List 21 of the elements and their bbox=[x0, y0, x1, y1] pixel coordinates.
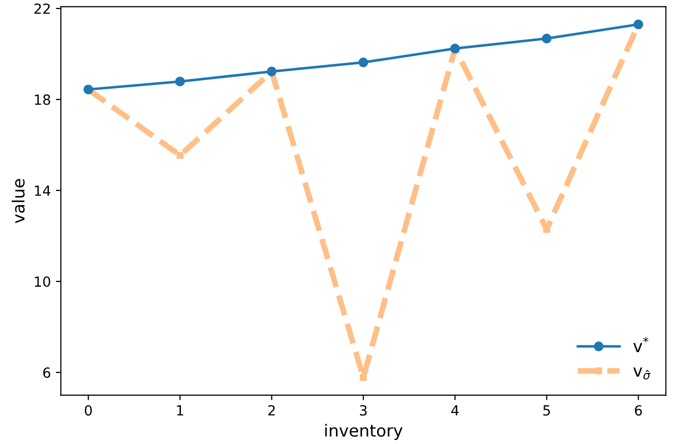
x-axis-title: inventory bbox=[325, 424, 403, 440]
x-tick-label: 2 bbox=[268, 405, 275, 416]
x-tick-label: 1 bbox=[177, 405, 184, 416]
y-tick-label: 18 bbox=[34, 94, 50, 105]
point bbox=[176, 152, 184, 159]
point bbox=[542, 34, 552, 44]
x-tick-label: 5 bbox=[543, 405, 550, 416]
point bbox=[175, 76, 185, 86]
y-tick-label: 6 bbox=[43, 367, 50, 378]
point bbox=[358, 58, 368, 68]
x-tick-label: 3 bbox=[360, 405, 367, 416]
x-tick-label: 0 bbox=[84, 405, 92, 416]
y-axis-title: value bbox=[12, 179, 25, 224]
y-tick-label: 10 bbox=[34, 276, 50, 287]
legend-label: v$_{σ̂}$ bbox=[633, 368, 651, 380]
x-tick-label: 6 bbox=[634, 405, 642, 416]
legend-label: v$^{*}$ bbox=[633, 337, 648, 352]
y-tick-label: 14 bbox=[34, 186, 50, 196]
y-tick-label: 22 bbox=[34, 3, 50, 14]
x-tick-label: 4 bbox=[451, 405, 459, 416]
point bbox=[360, 374, 367, 381]
